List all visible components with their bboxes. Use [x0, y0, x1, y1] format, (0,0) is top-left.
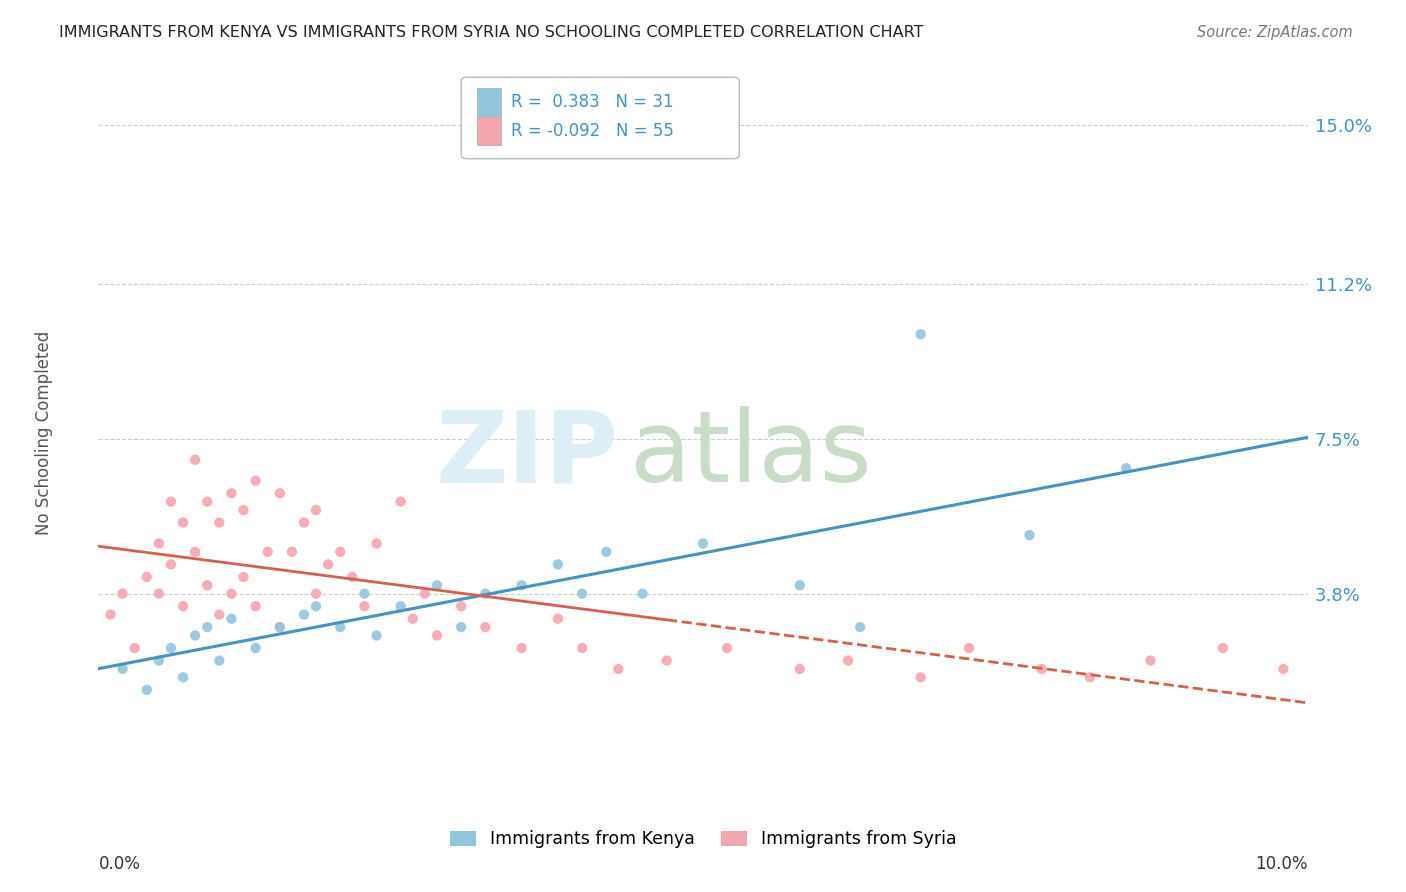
Point	[849, 620, 872, 634]
FancyBboxPatch shape	[477, 117, 501, 145]
Point	[510, 640, 533, 655]
Point	[1018, 528, 1040, 542]
Point	[789, 662, 811, 676]
Legend: Immigrants from Kenya, Immigrants from Syria: Immigrants from Kenya, Immigrants from S…	[441, 822, 965, 857]
Point	[232, 570, 254, 584]
Point	[281, 545, 304, 559]
Point	[837, 654, 859, 668]
Point	[221, 486, 243, 500]
Point	[245, 474, 267, 488]
Point	[111, 587, 134, 601]
Point	[172, 670, 194, 684]
Point	[124, 640, 146, 655]
Point	[329, 545, 352, 559]
Point	[208, 654, 231, 668]
Point	[148, 536, 170, 550]
Text: ZIP: ZIP	[436, 407, 619, 503]
Point	[571, 640, 593, 655]
Point	[100, 607, 122, 622]
Point	[184, 628, 207, 642]
Point	[305, 599, 328, 614]
Point	[172, 516, 194, 530]
Point	[292, 607, 315, 622]
Point	[450, 620, 472, 634]
Point	[305, 503, 328, 517]
Point	[474, 620, 496, 634]
Point	[595, 545, 617, 559]
Point	[353, 587, 375, 601]
Point	[1031, 662, 1053, 676]
Point	[195, 494, 218, 508]
Point	[269, 486, 291, 500]
Point	[547, 558, 569, 572]
Text: IMMIGRANTS FROM KENYA VS IMMIGRANTS FROM SYRIA NO SCHOOLING COMPLETED CORRELATIO: IMMIGRANTS FROM KENYA VS IMMIGRANTS FROM…	[59, 25, 924, 40]
Point	[342, 570, 364, 584]
Point	[389, 599, 412, 614]
Point	[269, 620, 291, 634]
Point	[910, 670, 932, 684]
Point	[208, 607, 231, 622]
Point	[474, 587, 496, 601]
Point	[510, 578, 533, 592]
Point	[195, 620, 218, 634]
Point	[957, 640, 980, 655]
Point	[655, 654, 678, 668]
Text: atlas: atlas	[630, 407, 872, 503]
Point	[450, 599, 472, 614]
Point	[910, 327, 932, 342]
Point	[426, 578, 449, 592]
Point	[195, 578, 218, 592]
Point	[148, 654, 170, 668]
Point	[716, 640, 738, 655]
Point	[366, 536, 388, 550]
Point	[221, 612, 243, 626]
Point	[316, 558, 339, 572]
Point	[305, 587, 328, 601]
Point	[184, 545, 207, 559]
Point	[172, 599, 194, 614]
Point	[184, 452, 207, 467]
Text: No Schooling Completed: No Schooling Completed	[35, 331, 53, 534]
Point	[607, 662, 630, 676]
Point	[366, 628, 388, 642]
Point	[692, 536, 714, 550]
Point	[329, 620, 352, 634]
Point	[1115, 461, 1137, 475]
Point	[256, 545, 278, 559]
Text: 0.0%: 0.0%	[98, 855, 141, 872]
Text: Source: ZipAtlas.com: Source: ZipAtlas.com	[1197, 25, 1353, 40]
Point	[631, 587, 654, 601]
Point	[232, 503, 254, 517]
FancyBboxPatch shape	[477, 87, 501, 116]
Point	[1139, 654, 1161, 668]
Point	[269, 620, 291, 634]
Point	[389, 494, 412, 508]
Point	[1272, 662, 1295, 676]
Point	[292, 516, 315, 530]
Point	[571, 587, 593, 601]
Point	[353, 599, 375, 614]
Point	[1078, 670, 1101, 684]
Point	[111, 662, 134, 676]
Point	[547, 612, 569, 626]
Point	[135, 570, 157, 584]
Point	[160, 494, 183, 508]
Point	[160, 640, 183, 655]
Point	[221, 587, 243, 601]
Point	[208, 516, 231, 530]
Point	[160, 558, 183, 572]
FancyBboxPatch shape	[461, 78, 740, 159]
Point	[245, 640, 267, 655]
Point	[148, 587, 170, 601]
Point	[245, 599, 267, 614]
Point	[426, 628, 449, 642]
Text: R =  0.383   N = 31: R = 0.383 N = 31	[510, 93, 673, 111]
Point	[789, 578, 811, 592]
Point	[402, 612, 425, 626]
Point	[135, 682, 157, 697]
Point	[413, 587, 436, 601]
Text: 10.0%: 10.0%	[1256, 855, 1308, 872]
Text: R = -0.092   N = 55: R = -0.092 N = 55	[510, 122, 673, 140]
Point	[1212, 640, 1234, 655]
